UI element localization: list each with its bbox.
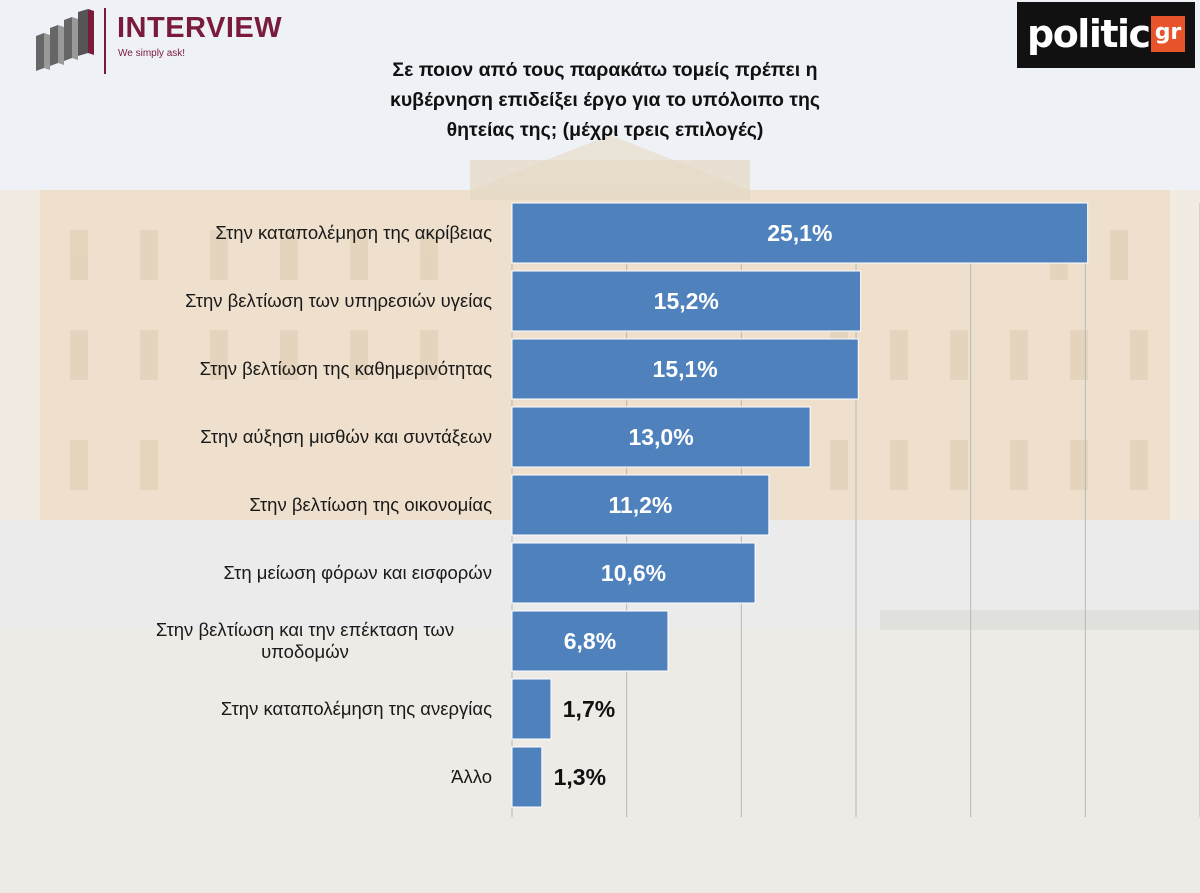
bar bbox=[511, 270, 862, 332]
bar bbox=[511, 542, 756, 604]
chart-title: Σε ποιον από τους παρακάτω τομείς πρέπει… bbox=[290, 55, 920, 145]
data-label: 6,8% bbox=[564, 628, 616, 654]
politic-logo-word: politic bbox=[1027, 12, 1151, 56]
category-label: Στην καταπολέμηση της ανεργίας bbox=[221, 698, 492, 719]
category-label: Στην βελτίωση και την επέκταση των bbox=[156, 619, 454, 640]
data-label: 25,1% bbox=[767, 220, 832, 246]
bar bbox=[511, 338, 859, 400]
interview-brand-slogan: We simply ask! bbox=[118, 48, 186, 59]
category-label: Στην βελτίωση της καθημερινότητας bbox=[200, 358, 492, 379]
category-label: Στην βελτίωση της οικονομίας bbox=[249, 494, 492, 515]
category-label: υποδομών bbox=[261, 641, 349, 662]
bar bbox=[511, 202, 1089, 264]
data-label: 10,6% bbox=[601, 560, 666, 586]
category-label: Στην βελτίωση των υπηρεσιών υγείας bbox=[185, 290, 492, 311]
category-label: Στην αύξηση μισθών και συντάξεων bbox=[200, 426, 492, 447]
category-label: Στην καταπολέμηση της ακρίβειας bbox=[215, 222, 492, 243]
data-label: 1,7% bbox=[563, 696, 615, 722]
politic-logo: politic gr bbox=[1017, 2, 1195, 68]
data-label: 11,2% bbox=[608, 492, 672, 518]
category-label: Στη μείωση φόρων και εισφορών bbox=[224, 562, 493, 583]
interview-brand-name: INTERVIEW bbox=[117, 12, 283, 44]
politic-logo-suffix: gr bbox=[1151, 16, 1185, 52]
interview-logo-icon bbox=[36, 8, 106, 74]
bar bbox=[511, 610, 669, 672]
data-label: 15,1% bbox=[653, 356, 718, 382]
bar bbox=[511, 746, 543, 808]
chart-title-line: Σε ποιον από τους παρακάτω τομείς πρέπει… bbox=[392, 59, 818, 81]
data-label: 13,0% bbox=[628, 424, 693, 450]
chart-title-line: θητείας της; (μέχρι τρεις επιλογές) bbox=[446, 119, 764, 141]
bar bbox=[511, 474, 770, 536]
data-label: 1,3% bbox=[554, 764, 606, 790]
data-label: 15,2% bbox=[654, 288, 719, 314]
chart-title-line: κυβέρνηση επιδείξει έργο για το υπόλοιπο… bbox=[389, 89, 821, 111]
bar bbox=[511, 678, 552, 740]
bar bbox=[511, 406, 811, 468]
category-label: Άλλο bbox=[451, 766, 492, 787]
